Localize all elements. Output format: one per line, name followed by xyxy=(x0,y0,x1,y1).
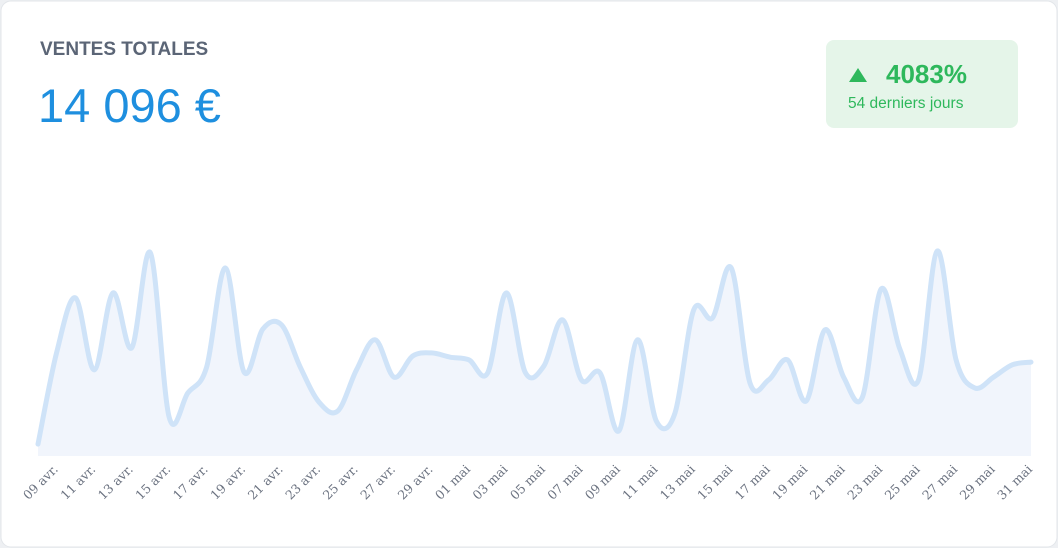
up-arrow xyxy=(849,68,867,82)
change-period: 54 derniers jours xyxy=(848,95,964,112)
total-value: 14 096 € xyxy=(38,79,221,132)
change-value: 4083% xyxy=(886,59,967,89)
card-title: VENTES TOTALES xyxy=(40,39,208,60)
line xyxy=(35,248,1034,447)
change-badge xyxy=(826,40,1018,128)
area xyxy=(38,250,1031,456)
